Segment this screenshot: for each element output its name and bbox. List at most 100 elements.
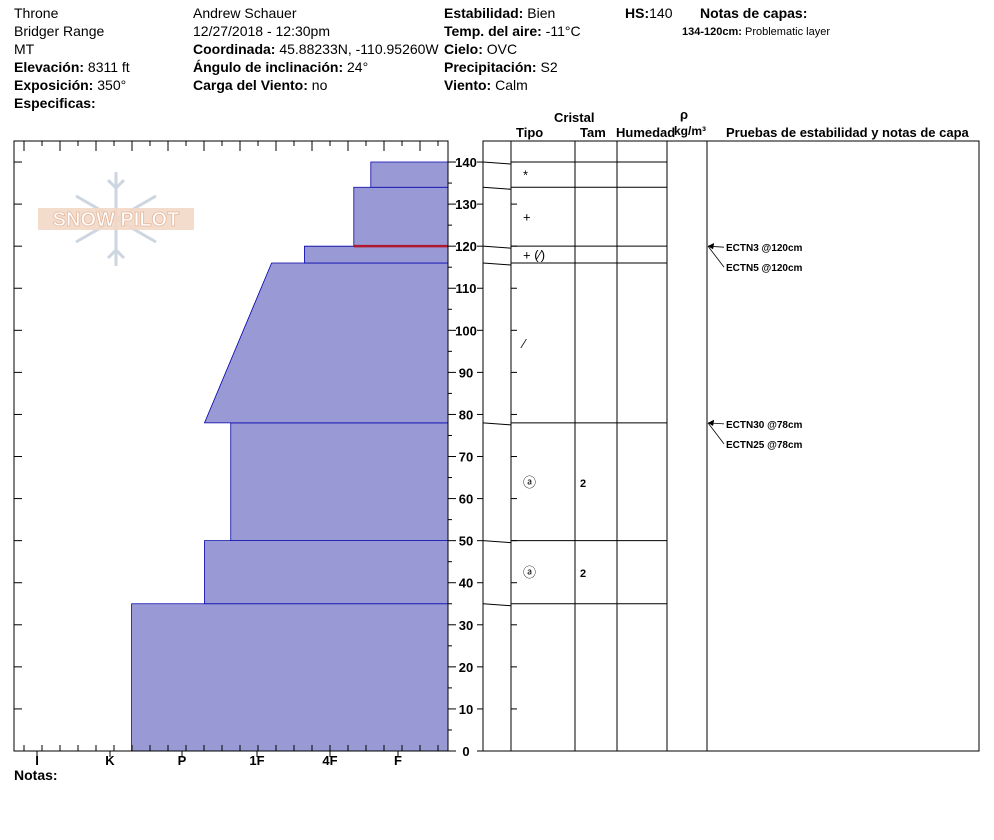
layer-table-frame	[482, 140, 980, 752]
stability-test-label: ECTN25 @78cm	[726, 440, 803, 451]
layer-connector	[482, 422, 512, 426]
y-tick-label: 60	[459, 492, 473, 507]
header-density-unit: kg/m³	[674, 124, 707, 138]
wind-loading-row: Carga del Viento: no	[193, 76, 327, 94]
test-arrowhead	[708, 419, 714, 426]
slope-row: Ángulo de inclinación: 24°	[193, 58, 368, 76]
hs-row: HS:140	[625, 4, 672, 22]
watermark-text: SNOW PILOT	[53, 209, 180, 231]
stability-value: Bien	[527, 5, 556, 21]
air-temp-label: Temp. del aire:	[444, 23, 542, 39]
header-tests: Pruebas de estabilidad y notas de capa	[726, 125, 969, 140]
header-type: Tipo	[516, 125, 544, 140]
y-tick-label: 20	[459, 660, 473, 675]
location-state: MT	[14, 41, 35, 57]
location-name: Throne	[14, 5, 59, 21]
stability-label: Estabilidad:	[444, 5, 524, 21]
wind-loading-value: no	[311, 77, 328, 93]
test-arrow	[707, 422, 725, 445]
location-range: Bridger Range	[14, 23, 105, 39]
elevation-label: Elevación:	[14, 59, 85, 75]
precip-row: Precipitación: S2	[444, 58, 558, 76]
header-size: Tam	[580, 125, 606, 140]
hardness-layer	[304, 245, 449, 264]
layer-grain-type: +	[523, 210, 531, 225]
layer-connector	[482, 161, 512, 165]
aspect-value: 350°	[97, 77, 127, 93]
sky-value: OVC	[486, 41, 518, 57]
specifics-label: Especificas:	[14, 95, 96, 111]
layer-connector	[482, 245, 512, 249]
specifics-row: Especificas:	[14, 94, 96, 112]
hardness-layer	[230, 422, 449, 542]
layer-grain-type: + (⁄)	[523, 248, 545, 263]
header-crystal: Cristal	[554, 110, 595, 125]
precip-value: S2	[540, 59, 558, 75]
y-tick-label: 30	[459, 618, 473, 633]
stability-test-label: ECTN5 @120cm	[726, 263, 803, 274]
y-tick-label: 0	[462, 744, 469, 759]
coordinates-value: 45.88233N, -110.95260W	[279, 41, 439, 57]
x-tick-label: P	[178, 753, 187, 768]
stability-test-label: ECTN30 @78cm	[726, 420, 803, 431]
hs-label: HS:	[625, 5, 650, 21]
hs-value: 140	[649, 5, 673, 21]
hardness-layer	[203, 262, 449, 424]
y-tick-label: 120	[455, 239, 477, 254]
layer-notes-title: Notas de capas:	[700, 5, 808, 21]
y-tick-label: 140	[455, 155, 477, 170]
y-tick-label: 10	[459, 702, 473, 717]
layer-connector	[482, 262, 512, 266]
x-tick-label: K	[105, 753, 115, 768]
header-moisture: Humedad	[616, 125, 676, 140]
wind-row: Viento: Calm	[444, 76, 528, 94]
layer-grain-type: *	[523, 168, 528, 183]
precip-label: Precipitación:	[444, 59, 537, 75]
wind-value: Calm	[495, 77, 528, 93]
header-rho: ρ	[680, 107, 689, 122]
layer-grain-type: ⓐ	[523, 475, 536, 490]
y-tick-label: 100	[455, 323, 477, 338]
x-tick-label: 4F	[322, 753, 337, 768]
air-temp-value: -11°C	[545, 23, 581, 39]
watermark-band	[38, 208, 194, 230]
layer-grain-type: ⁄	[520, 336, 527, 351]
coordinates-label: Coordinada:	[193, 41, 276, 57]
x-tick-label: I	[35, 753, 39, 768]
layer-grain-type: ⓐ	[523, 565, 536, 580]
y-tick-label: 80	[459, 407, 473, 422]
hardness-layer	[204, 540, 449, 605]
hardness-layer	[370, 161, 449, 188]
layer-note-text: Problematic layer	[745, 26, 830, 38]
layer-grain-size: 2	[580, 478, 586, 490]
elevation-row: Elevación: 8311 ft	[14, 58, 130, 76]
hardness-plot-frame	[13, 140, 449, 752]
hardness-layer	[131, 603, 449, 752]
slope-label: Ángulo de inclinación:	[193, 59, 344, 75]
slope-value: 24°	[347, 59, 369, 75]
layer-connector	[482, 540, 512, 544]
air-temp-row: Temp. del aire: -11°C	[444, 22, 581, 40]
y-tick-label: 110	[456, 281, 477, 296]
aspect-label: Exposición:	[14, 77, 94, 93]
datetime: 12/27/2018 - 12:30pm	[193, 23, 330, 39]
notes-label: Notas:	[14, 767, 58, 783]
elevation-value: 8311 ft	[87, 59, 130, 75]
x-tick-label: F	[394, 753, 402, 768]
test-arrow	[707, 245, 725, 268]
layer-grain-size: 2	[580, 568, 586, 580]
stability-test-label: ECTN3 @120cm	[726, 243, 803, 254]
y-tick-label: 50	[459, 534, 473, 549]
sky-row: Cielo: OVC	[444, 40, 517, 58]
wind-label: Viento:	[444, 77, 492, 93]
hardness-layer	[353, 186, 449, 247]
y-tick-label: 40	[459, 576, 473, 591]
sky-label: Cielo:	[444, 41, 483, 57]
layer-connector	[482, 603, 512, 607]
y-tick-label: 90	[459, 365, 473, 380]
test-arrowhead	[708, 243, 714, 250]
observer: Andrew Schauer	[193, 5, 297, 21]
coordinates-row: Coordinada: 45.88233N, -110.95260W	[193, 40, 439, 58]
layer-note-range: 134-120cm:	[682, 26, 742, 38]
